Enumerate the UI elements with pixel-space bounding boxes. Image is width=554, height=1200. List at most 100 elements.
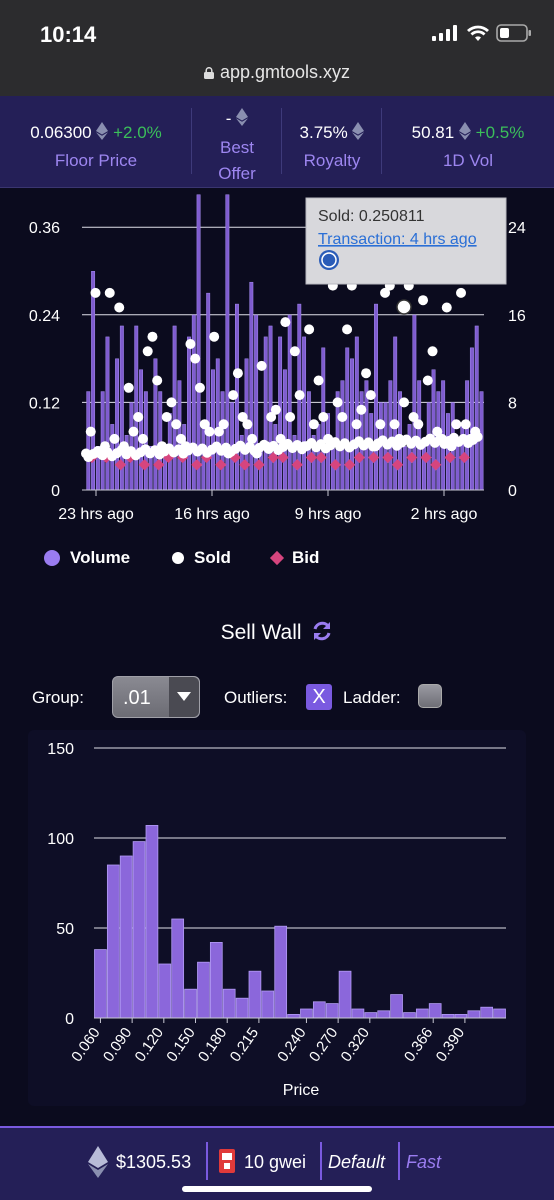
tooltip-transaction-link[interactable]: Transaction: 4 hrs ago	[318, 231, 477, 248]
volume-bar[interactable]	[369, 413, 374, 491]
sold-point[interactable]	[427, 346, 438, 357]
sell-wall-bar[interactable]	[235, 997, 249, 1019]
sold-point[interactable]	[375, 419, 386, 430]
sold-point[interactable]	[256, 360, 267, 371]
sold-point[interactable]	[161, 412, 172, 422]
volume-bar[interactable]	[220, 391, 225, 491]
sold-point[interactable]	[242, 419, 253, 430]
bid-point[interactable]	[353, 451, 366, 464]
outliers-checkbox[interactable]: X	[306, 684, 332, 710]
sold-point[interactable]	[104, 287, 115, 298]
sold-point[interactable]	[460, 419, 471, 430]
sold-point[interactable]	[171, 419, 182, 430]
sold-point[interactable]	[285, 412, 296, 422]
bid-point[interactable]	[344, 459, 356, 471]
sold-point[interactable]	[123, 382, 134, 393]
sell-wall-bar[interactable]	[454, 1013, 468, 1019]
volume-bar[interactable]	[417, 380, 422, 491]
sell-wall-bar[interactable]	[441, 1013, 455, 1019]
sold-point[interactable]	[190, 353, 201, 364]
sell-wall-bar[interactable]	[132, 841, 146, 1019]
volume-bar[interactable]	[402, 446, 407, 491]
sold-point[interactable]	[422, 375, 433, 386]
bid-point[interactable]	[382, 451, 394, 464]
sold-point[interactable]	[275, 433, 286, 444]
ladder-checkbox[interactable]	[418, 684, 442, 708]
sell-wall-bar[interactable]	[390, 994, 403, 1019]
sold-point[interactable]	[213, 426, 224, 437]
volume-bar[interactable]	[445, 413, 450, 491]
volume-bar[interactable]	[302, 336, 307, 491]
sell-wall-bar[interactable]	[119, 855, 133, 1019]
sell-wall-bar[interactable]	[248, 970, 262, 1019]
volume-bar[interactable]	[249, 281, 254, 491]
sold-point[interactable]	[313, 375, 324, 386]
bid-point[interactable]	[367, 451, 380, 464]
sold-point[interactable]	[137, 433, 148, 444]
sell-wall-bar[interactable]	[209, 941, 223, 1019]
bid-point[interactable]	[329, 459, 342, 471]
legend-volume[interactable]: Volume	[44, 548, 130, 568]
sold-point[interactable]	[166, 397, 177, 408]
sales-volume-chart[interactable]: 0 0 0.12 8 0.24 16 0.36 24 23 hrs ago 16 hrs ago 9…	[0, 188, 554, 528]
volume-bar[interactable]	[263, 336, 268, 491]
sold-point[interactable]	[413, 419, 424, 430]
sold-point[interactable]	[209, 331, 220, 342]
sold-point[interactable]	[228, 390, 239, 401]
sell-wall-bar[interactable]	[493, 1008, 506, 1019]
sold-point[interactable]	[289, 346, 300, 357]
legend-sold[interactable]: Sold	[172, 548, 231, 568]
bid-point[interactable]	[153, 459, 165, 471]
sell-wall-bar[interactable]	[351, 1008, 365, 1019]
sold-point[interactable]	[109, 433, 120, 444]
sold-point[interactable]	[418, 295, 429, 306]
bid-point[interactable]	[305, 451, 318, 464]
sold-point[interactable]	[85, 426, 96, 437]
volume-bar[interactable]	[187, 336, 191, 491]
volume-bar[interactable]	[172, 325, 177, 491]
volume-bar[interactable]	[340, 380, 345, 491]
sold-point[interactable]	[304, 324, 315, 335]
sold-point[interactable]	[90, 287, 101, 298]
volume-bar[interactable]	[287, 314, 292, 491]
marketplace-icon[interactable]	[319, 250, 339, 270]
volume-bar[interactable]	[455, 446, 460, 491]
highlighted-sale-point[interactable]	[396, 299, 412, 315]
sold-point[interactable]	[175, 433, 186, 444]
sell-wall-bar[interactable]	[415, 1008, 429, 1019]
volume-bar[interactable]	[100, 391, 105, 491]
sell-wall-bar[interactable]	[94, 949, 107, 1019]
bid-point[interactable]	[406, 451, 418, 464]
sold-point[interactable]	[128, 426, 139, 437]
sold-point[interactable]	[408, 412, 419, 422]
sold-point[interactable]	[432, 426, 443, 437]
volume-bar[interactable]	[158, 391, 163, 491]
bid-point[interactable]	[267, 451, 279, 464]
sell-wall-bar[interactable]	[403, 1012, 416, 1019]
refresh-icon[interactable]	[311, 620, 333, 642]
sold-point[interactable]	[232, 368, 243, 379]
sold-point[interactable]	[199, 419, 210, 430]
sell-wall-bar[interactable]	[364, 1012, 378, 1019]
gas-option-default[interactable]: Default	[328, 1152, 386, 1172]
sold-point[interactable]	[114, 302, 125, 313]
volume-bar[interactable]	[474, 325, 479, 491]
group-select[interactable]: .01	[112, 676, 200, 718]
url-bar[interactable]: app.gmtools.xyz	[0, 62, 554, 90]
sell-wall-bar[interactable]	[428, 1003, 442, 1019]
volume-bar[interactable]	[86, 391, 91, 491]
bid-point[interactable]	[420, 451, 432, 464]
bid-point[interactable]	[215, 459, 227, 471]
sold-point[interactable]	[280, 317, 291, 328]
sell-wall-bar[interactable]	[171, 918, 185, 1019]
bid-point[interactable]	[430, 459, 442, 471]
sell-wall-bar[interactable]	[480, 1006, 494, 1019]
bid-point[interactable]	[444, 451, 456, 464]
sold-point[interactable]	[294, 390, 305, 401]
sold-point[interactable]	[318, 412, 329, 422]
volume-bar[interactable]	[139, 369, 143, 491]
sold-point[interactable]	[365, 390, 376, 401]
legend-bid[interactable]: Bid	[269, 548, 319, 568]
sold-point[interactable]	[399, 397, 410, 408]
